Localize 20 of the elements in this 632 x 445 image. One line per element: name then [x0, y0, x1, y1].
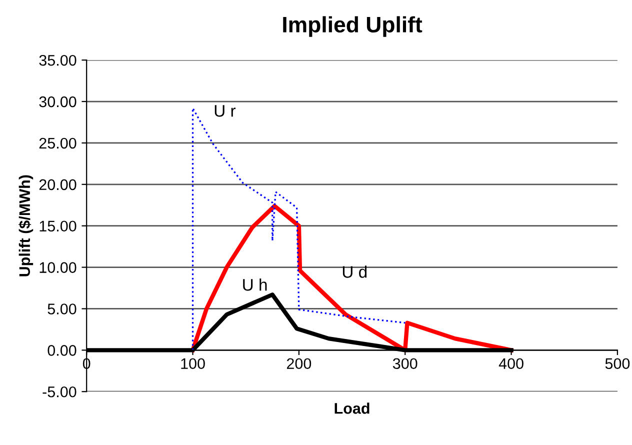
y-tick-label: 25.00: [39, 138, 76, 149]
x-tick-label: 400: [498, 358, 524, 370]
y-tick-label: 0.00: [48, 345, 76, 356]
series-label: U d: [342, 266, 367, 278]
x-tick-label: 100: [181, 358, 205, 370]
x-axis-title: Load: [334, 402, 370, 414]
y-tick-label: 5.00: [48, 304, 76, 314]
y-tick-label: 30.00: [39, 96, 76, 108]
series-label: U r: [214, 105, 236, 117]
y-tick-label: 15.00: [40, 220, 76, 232]
x-tick-label: 500: [605, 358, 630, 370]
x-tick-label: 200: [286, 358, 312, 370]
y-tick-label: 10.00: [40, 262, 76, 273]
y-tick-label: -5.00: [42, 386, 76, 398]
chart-title: Implied Uplift: [283, 16, 422, 37]
series-label: U h: [243, 278, 267, 291]
y-tick-label: 20.00: [39, 179, 76, 190]
y-tick-label: 35.00: [39, 54, 76, 66]
y-axis-title: Uplift ($/MWh): [18, 175, 34, 276]
x-tick-label: 300: [392, 358, 418, 370]
